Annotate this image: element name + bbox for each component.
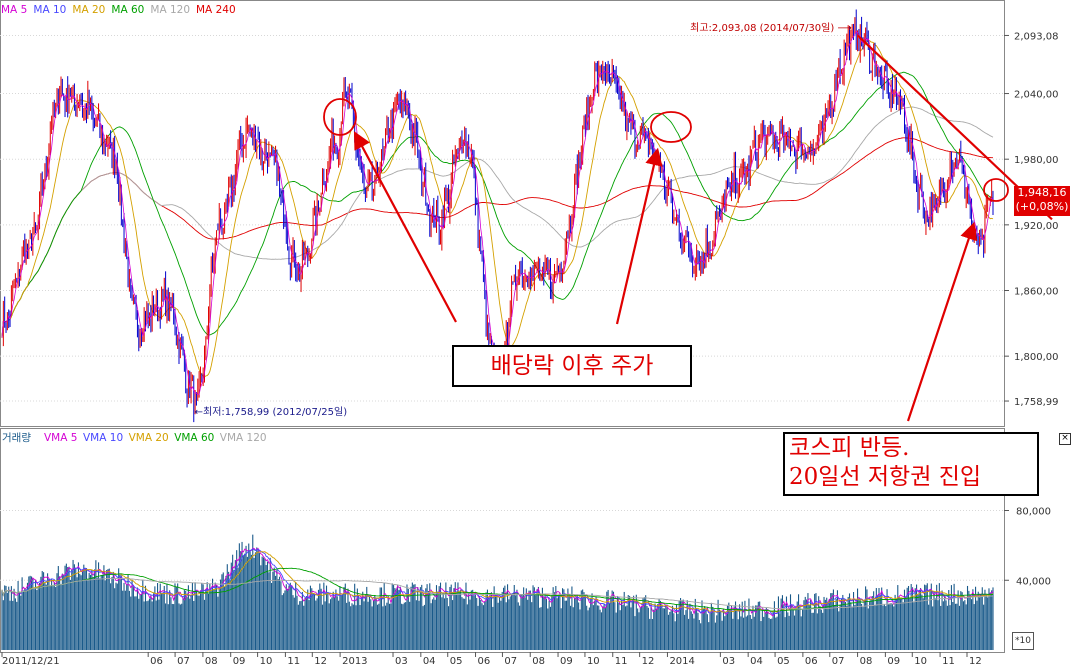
vma-polyline	[1, 567, 993, 612]
ma120-line	[1, 106, 994, 338]
volume-legend-item: VMA 60	[174, 432, 214, 444]
price-tick-label: 1,860,00	[1014, 287, 1059, 298]
date-tick-label: 10	[587, 656, 600, 667]
price-tick-label: 2,093,08	[1014, 31, 1059, 42]
date-tick-label: 05	[450, 656, 463, 667]
date-tick-label: 03	[395, 656, 408, 667]
date-tick-label: 11	[615, 656, 628, 667]
arrow-to-dec-top	[615, 147, 663, 325]
rebound-annotation-line2: 20일선 저항권 진입	[789, 464, 982, 490]
date-tick-label: 04	[423, 656, 436, 667]
date-tick-label: 09	[233, 656, 246, 667]
volume-tick-label: 80,000	[1016, 507, 1051, 518]
date-tick-label: 09	[887, 656, 900, 667]
high-marker-label: 최고:2,093,08 (2014/07/30일) ⟶	[690, 22, 852, 34]
arrow-to-2013-top	[353, 131, 457, 323]
price-legend-item: MA 240	[196, 4, 236, 16]
date-tick-label: 12	[314, 656, 327, 667]
price-legend-item: MA 10	[33, 4, 66, 16]
ma5-line	[1, 30, 994, 396]
volume-legend-item: VMA 5	[44, 432, 77, 444]
arrow-to-rebound	[906, 221, 978, 422]
date-tick-label: 2011/12/21	[2, 656, 60, 667]
price-legend-item: MA 120	[150, 4, 190, 16]
circle-2013-dec-top	[650, 111, 692, 143]
price-panel-frame	[0, 0, 1005, 427]
volume-legend-item: 거래량	[2, 432, 31, 444]
volume-legend-item: VMA 120	[220, 432, 267, 444]
date-tick-label: 11	[942, 656, 955, 667]
ma60-line	[1, 71, 994, 338]
date-tick-label: 06	[150, 656, 163, 667]
current-price-value: 1,948,16	[1017, 186, 1067, 199]
date-tick-label: 09	[560, 656, 573, 667]
ma240-polyline	[1, 137, 993, 338]
date-axis: 2011/12/21 06 07 08 09 10 11 12 2013 03 04 05 06 07 08…	[1, 652, 982, 667]
ma60-polyline	[1, 71, 994, 338]
current-price-change: (+0,08%)	[1015, 200, 1069, 213]
current-price-badge: 1,948,16 (+0,08%)	[1014, 186, 1070, 216]
legends: MA 5 MA 10 MA 20 MA 60 MA 120 MA 240 거래량 VMA 5 V…	[1, 4, 267, 444]
price-tick-label: 2,040,00	[1014, 90, 1059, 101]
price-legend-item: MA 20	[72, 4, 105, 16]
date-tick-label: 07	[177, 656, 190, 667]
date-tick-label: 08	[860, 656, 873, 667]
volume-ma-lines	[1, 547, 994, 617]
volume-bars	[1, 534, 994, 650]
circle-2013-top	[323, 98, 357, 136]
dividend-annotation: 배당락 이후 주가	[452, 345, 692, 387]
volume-tick-label: 40,000	[1016, 576, 1051, 587]
volume-legend-item: VMA 10	[83, 432, 123, 444]
date-tick-label: 10	[260, 656, 273, 667]
volume-panel-close-icon[interactable]: ×	[1059, 433, 1071, 445]
date-tick-label: 11	[287, 656, 300, 667]
volume-legend-item: VMA 20	[129, 432, 169, 444]
rebound-annotation-line1: 코스피 반등.	[789, 435, 910, 461]
price-tick-label: 1,980,00	[1014, 155, 1059, 166]
low-marker-label: ←최저:1,758,99 (2012/07/25일)	[195, 406, 348, 418]
date-tick-label: 03	[722, 656, 735, 667]
date-tick-label: 12	[642, 656, 655, 667]
ma120-polyline	[1, 106, 994, 338]
price-axis: 2,093,08 2,040,00 1,980,00 1,920,00 1,860,00…	[1004, 31, 1059, 408]
extreme-markers: 최고:2,093,08 (2014/07/30일) ⟶ ←최저:1,758,99 …	[195, 22, 852, 418]
price-tick-label: 1,920,00	[1014, 221, 1059, 232]
ma240-line	[1, 137, 993, 338]
price-tick-label: 1,758,99	[1014, 397, 1059, 408]
date-tick-label: 04	[750, 656, 763, 667]
date-tick-label: 08	[532, 656, 545, 667]
rebound-annotation: 코스피 반등. 20일선 저항권 진입	[783, 432, 1039, 496]
date-tick-label: 07	[504, 656, 517, 667]
price-tick-label: 1,800,00	[1014, 352, 1059, 363]
price-legend-item: MA 5	[1, 4, 27, 16]
date-tick-label: 2014	[669, 656, 694, 667]
vma-polyline	[1, 551, 994, 613]
date-tick-label: 10	[914, 656, 927, 667]
date-tick-label: 06	[478, 656, 491, 667]
volume-unit-box: *10	[1012, 632, 1034, 650]
date-tick-label: 08	[205, 656, 218, 667]
vma-polyline	[1, 577, 994, 610]
date-tick-label: 2013	[342, 656, 367, 667]
date-tick-label: 06	[805, 656, 818, 667]
volume-axis: 80,000 40,000	[1004, 507, 1051, 587]
date-tick-label: 12	[969, 656, 982, 667]
price-legend-item: MA 60	[111, 4, 144, 16]
date-tick-label: 07	[832, 656, 845, 667]
circle-current	[983, 178, 1009, 202]
ma5-polyline	[1, 30, 994, 396]
date-tick-label: 05	[777, 656, 790, 667]
